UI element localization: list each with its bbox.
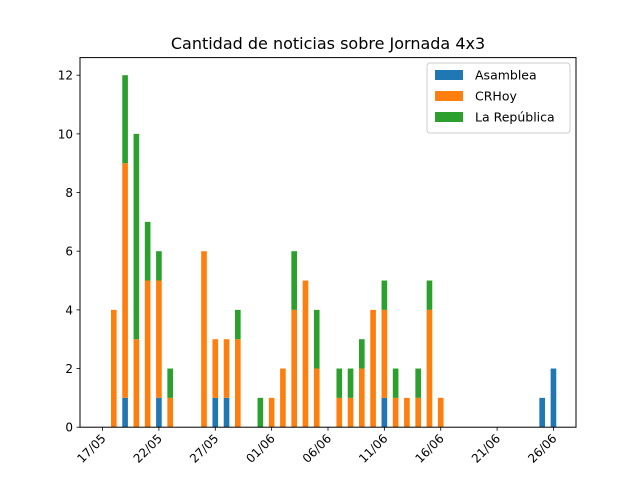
bar-la-republica bbox=[392, 368, 399, 398]
bar-la-republica bbox=[381, 280, 388, 310]
bar-asamblea bbox=[539, 397, 545, 428]
bar-la-republica bbox=[336, 368, 343, 398]
bar-crhoy bbox=[437, 397, 444, 428]
y-tick-label: 12 bbox=[58, 69, 73, 83]
legend: Asamblea CRHoy La República bbox=[426, 62, 571, 134]
bar-crhoy bbox=[268, 397, 275, 428]
legend-label: CRHoy bbox=[475, 89, 517, 104]
legend-swatch bbox=[435, 70, 463, 80]
bar-crhoy bbox=[111, 309, 117, 428]
bar-crhoy bbox=[404, 397, 410, 428]
bar-la-republica bbox=[167, 368, 173, 398]
bar-la-republica bbox=[291, 251, 297, 310]
bar-la-republica bbox=[313, 309, 320, 369]
bar-crhoy bbox=[370, 309, 376, 428]
bar-crhoy bbox=[381, 309, 388, 398]
x-tick-label: 22/05 bbox=[131, 431, 165, 465]
y-tick-label: 0 bbox=[65, 421, 73, 435]
legend-label: La República bbox=[475, 110, 555, 125]
x-tick-label: 01/06 bbox=[243, 431, 277, 465]
x-tick-label: 11/06 bbox=[356, 431, 390, 465]
bar-crhoy bbox=[235, 339, 241, 428]
bar-asamblea bbox=[223, 397, 230, 428]
bar-asamblea bbox=[156, 397, 162, 428]
x-tick-label: 16/06 bbox=[412, 431, 446, 465]
plot-area bbox=[111, 75, 557, 428]
legend-swatch bbox=[435, 91, 463, 101]
bar-la-republica bbox=[122, 75, 128, 164]
bar-crhoy bbox=[144, 280, 151, 428]
bar-asamblea bbox=[381, 397, 388, 428]
x-tick-label: 06/06 bbox=[300, 431, 334, 465]
x-tick-label: 21/06 bbox=[469, 431, 503, 465]
bar-crhoy bbox=[167, 397, 173, 428]
bar-la-republica bbox=[133, 133, 140, 340]
bar-asamblea bbox=[122, 397, 128, 428]
bar-asamblea bbox=[550, 368, 557, 428]
y-tick-label: 4 bbox=[65, 303, 73, 317]
bar-la-republica bbox=[426, 280, 433, 310]
bar-crhoy bbox=[223, 339, 230, 398]
bar-la-republica bbox=[415, 368, 421, 398]
bar-la-republica bbox=[359, 339, 365, 369]
bar-crhoy bbox=[156, 280, 162, 398]
y-tick-label: 8 bbox=[65, 186, 73, 200]
legend-swatch bbox=[435, 112, 463, 122]
bar-la-republica bbox=[257, 397, 264, 428]
bar-crhoy bbox=[302, 280, 309, 428]
bar-la-republica bbox=[347, 368, 354, 398]
y-tick-label: 10 bbox=[58, 127, 73, 141]
bar-crhoy bbox=[212, 339, 219, 398]
bar-crhoy bbox=[347, 397, 354, 428]
bar-crhoy bbox=[201, 251, 207, 428]
x-tick-label: 17/05 bbox=[74, 431, 108, 465]
y-tick-label: 2 bbox=[65, 362, 73, 376]
chart-title: Cantidad de noticias sobre Jornada 4x3 bbox=[171, 34, 485, 53]
bar-crhoy bbox=[280, 368, 286, 428]
bar-crhoy bbox=[359, 368, 365, 428]
y-tick-label: 6 bbox=[65, 245, 73, 259]
bar-la-republica bbox=[156, 251, 162, 281]
legend-label: Asamblea bbox=[475, 68, 537, 83]
bar-crhoy bbox=[336, 397, 343, 428]
bar-crhoy bbox=[415, 397, 421, 428]
bar-crhoy bbox=[291, 309, 297, 428]
bar-crhoy bbox=[313, 368, 320, 428]
x-tick-label: 27/05 bbox=[187, 431, 221, 465]
x-tick-label: 26/06 bbox=[525, 431, 559, 465]
bar-crhoy bbox=[392, 397, 399, 428]
bar-crhoy bbox=[122, 163, 128, 398]
bar-la-republica bbox=[235, 309, 241, 340]
bar-la-republica bbox=[144, 221, 151, 281]
bar-crhoy bbox=[133, 339, 140, 428]
bar-asamblea bbox=[212, 397, 219, 428]
bar-crhoy bbox=[426, 309, 433, 428]
